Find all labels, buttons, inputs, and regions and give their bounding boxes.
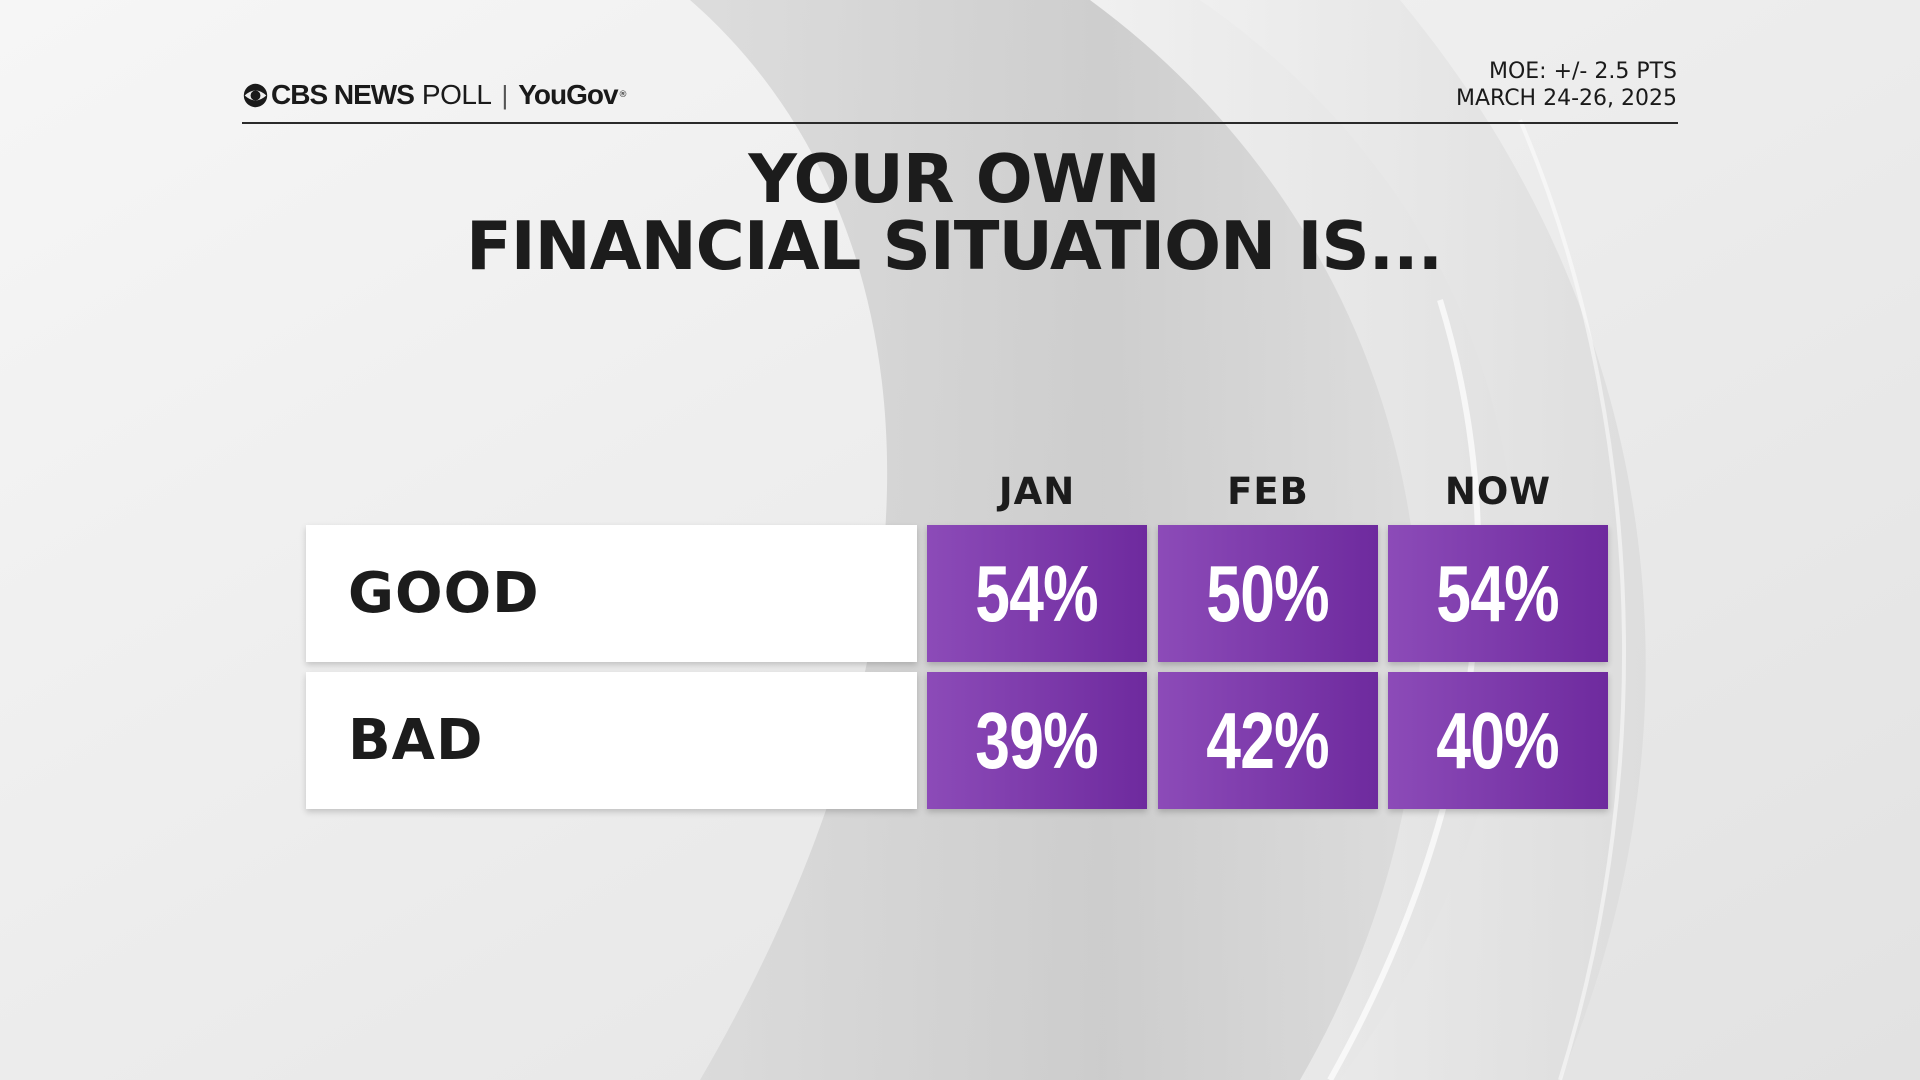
value-cell-good-jan: 54% — [927, 525, 1147, 662]
brand-partner-mark: ® — [618, 90, 628, 100]
column-header-feb: FEB — [1227, 470, 1309, 513]
title-line-2: FINANCIAL SITUATION IS... — [465, 207, 1443, 285]
value-cell-bad-now: 40% — [1388, 672, 1608, 809]
column-header-now: NOW — [1444, 470, 1552, 513]
row-label-bad: BAD — [306, 672, 917, 809]
value-text: 54% — [975, 548, 1099, 638]
chart-title: YOUR OWN FINANCIAL SITUATION IS... — [0, 146, 1908, 280]
brand-separator: | — [501, 79, 509, 110]
brand-poll: POLL — [421, 79, 492, 110]
brand-logo: CBS NEWS POLL | YouGov ® — [242, 78, 628, 112]
title-line-1: YOUR OWN — [748, 140, 1160, 218]
brand-network: CBS NEWS — [271, 79, 415, 110]
cbs-eye-icon — [243, 83, 268, 107]
brand-partner: YouGov — [518, 79, 618, 110]
row-label-text: BAD — [348, 708, 484, 773]
header-divider — [242, 122, 1678, 124]
poll-info: MOE: +/- 2.5 PTS MARCH 24-26, 2025 — [1456, 58, 1677, 112]
value-text: 42% — [1206, 695, 1330, 785]
row-label-text: GOOD — [348, 561, 540, 626]
value-cell-good-feb: 50% — [1158, 525, 1378, 662]
column-header-jan: JAN — [998, 470, 1076, 513]
margin-of-error: MOE: +/- 2.5 PTS — [1488, 59, 1677, 84]
row-label-good: GOOD — [306, 525, 917, 662]
value-cell-bad-feb: 42% — [1158, 672, 1378, 809]
value-cell-good-now: 54% — [1388, 525, 1608, 662]
value-text: 40% — [1436, 695, 1560, 785]
value-text: 39% — [975, 695, 1099, 785]
value-text: 54% — [1436, 548, 1560, 638]
value-text: 50% — [1206, 548, 1330, 638]
poll-dates: MARCH 24-26, 2025 — [1455, 86, 1677, 111]
value-cell-bad-jan: 39% — [927, 672, 1147, 809]
